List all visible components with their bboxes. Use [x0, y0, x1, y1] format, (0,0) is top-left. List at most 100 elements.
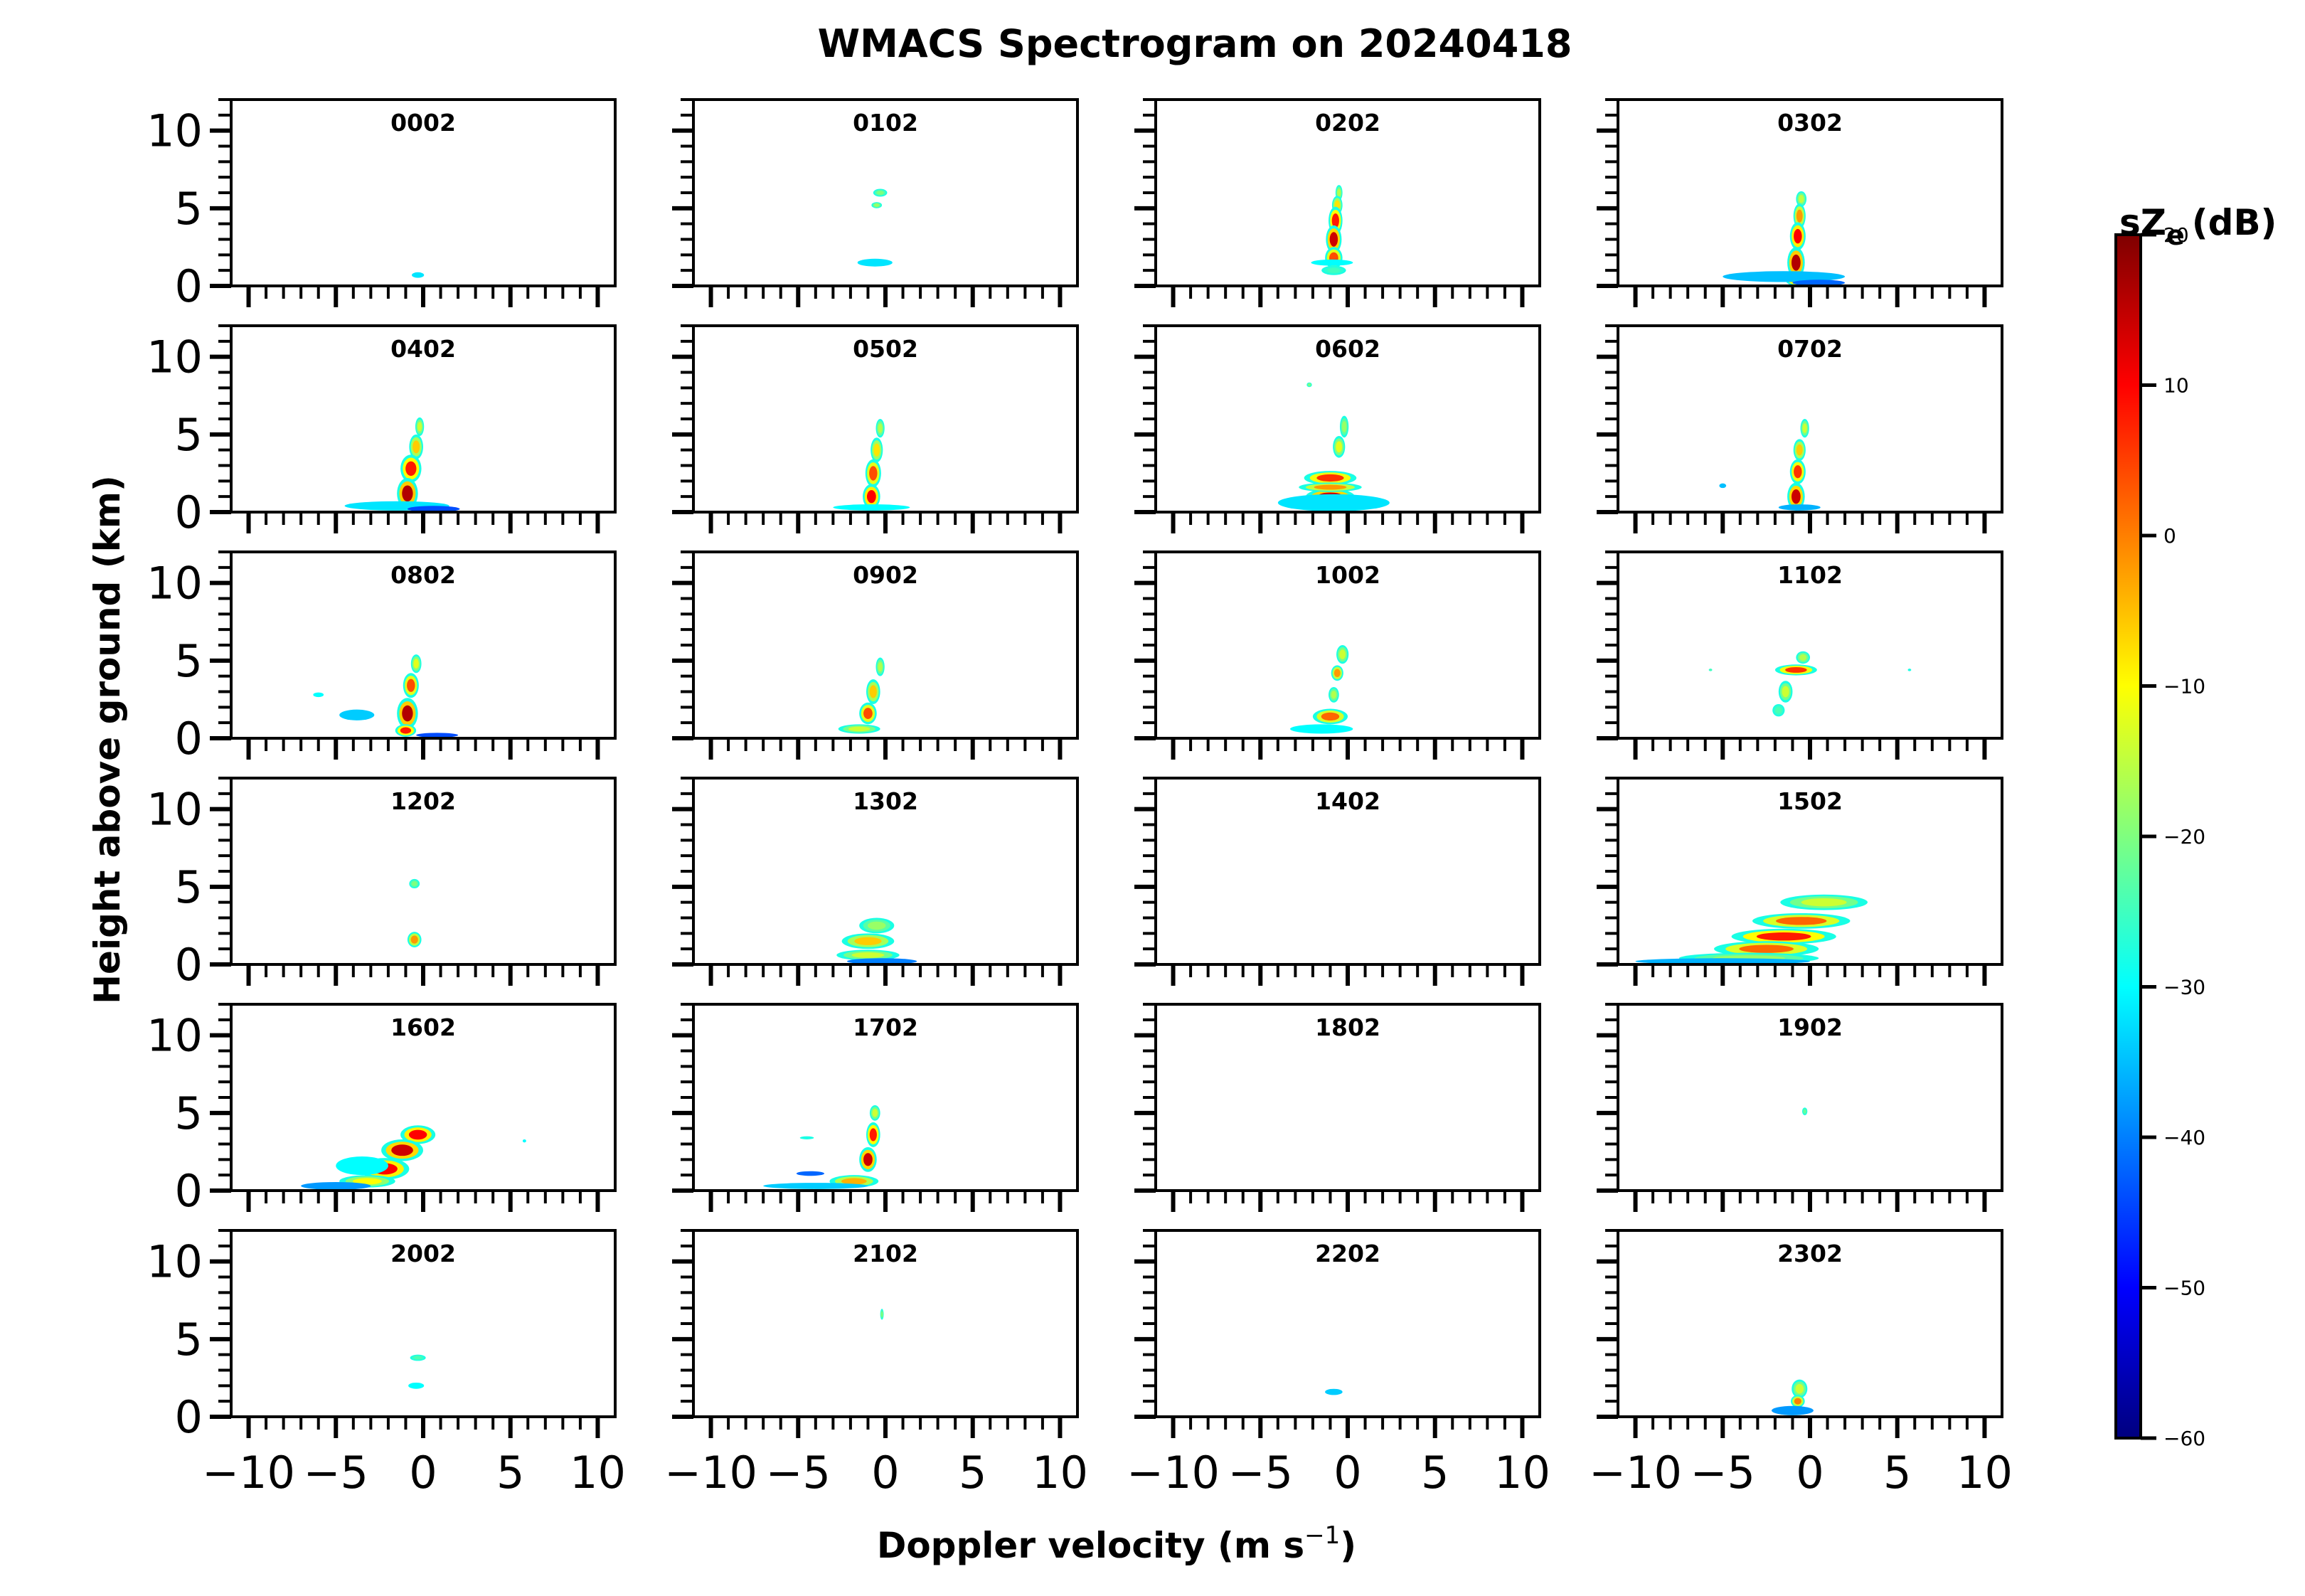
x-axis-label-exponent: −1 [1304, 1521, 1340, 1550]
y-tick-label: 5 [175, 1087, 203, 1139]
x-ticks [246, 512, 600, 533]
spectral-echo [854, 937, 882, 945]
x-tick-label: 5 [1421, 1447, 1449, 1499]
panel-echoes [1311, 185, 1353, 275]
panel-echoes [344, 417, 460, 512]
panel-0302: 0302 [1597, 98, 2003, 307]
colorbar-tick-label: −30 [2163, 976, 2205, 999]
spectral-echo [867, 921, 886, 930]
panel-echoes [763, 1105, 880, 1189]
panel-echoes [1325, 1388, 1343, 1395]
panel-echoes [1708, 651, 1912, 717]
spectral-echo [1329, 232, 1338, 247]
panel-echoes [1277, 382, 1390, 511]
x-tick-label: 0 [409, 1447, 437, 1499]
panel-0902: 0902 [672, 550, 1079, 760]
panel-time-label: 0502 [853, 335, 918, 363]
spectral-echo [803, 1172, 818, 1175]
panel-0402: 0402 0 5 10 [147, 324, 617, 538]
spectral-echo [417, 422, 422, 432]
panel-1502: 1502 [1597, 777, 2003, 986]
panel-echoes [1719, 419, 1821, 511]
spectral-echo [873, 203, 880, 207]
x-ticks [708, 512, 1063, 533]
x-ticks [1633, 286, 1987, 307]
spectral-echo [523, 1139, 526, 1142]
y-ticks [672, 1003, 693, 1193]
x-ticks [1171, 512, 1525, 533]
spectral-echo [1782, 686, 1789, 698]
panel-echoes [408, 1354, 426, 1389]
y-ticks [672, 550, 693, 740]
x-ticks [1171, 964, 1525, 986]
x-tick-label: −10 [1589, 1447, 1682, 1499]
panel-1402: 1402 [1134, 777, 1541, 986]
spectral-echo [347, 712, 366, 718]
y-ticks [1597, 550, 1618, 740]
panel-1602: 1602 0 5 10 [147, 1003, 617, 1217]
spectral-echo [1739, 945, 1794, 953]
spectral-echo [1756, 932, 1811, 941]
spectral-echo [1316, 474, 1344, 482]
x-tick-label: 10 [1957, 1447, 2013, 1499]
x-tick-label: 10 [1032, 1447, 1088, 1499]
spectral-echo [1795, 1383, 1804, 1394]
y-tick-label: 5 [175, 183, 203, 235]
colorbar-tick-label: −20 [2163, 825, 2205, 848]
colorbar-tick-label: 0 [2163, 524, 2176, 548]
colorbar-tick-label: −50 [2163, 1277, 2205, 1300]
spectral-echo [1794, 228, 1802, 244]
panel-time-label: 0002 [390, 109, 456, 137]
spectral-echo [413, 659, 420, 669]
panel-time-label: 1502 [1777, 787, 1843, 815]
x-ticks [246, 964, 600, 986]
colorbar-label-main: sZ [2119, 202, 2166, 243]
panel-2302: 2302 −10 −5 0 5 10 [1589, 1229, 2013, 1499]
panel-echoes [301, 1125, 526, 1190]
x-tick-label: 0 [1334, 1447, 1361, 1499]
spectral-echo [369, 503, 425, 509]
x-ticks [1171, 1191, 1525, 1212]
y-ticks [672, 1229, 693, 1419]
panel-1102: 1102 [1597, 550, 2003, 760]
y-tick-label: 10 [147, 105, 203, 157]
spectral-echo [410, 935, 418, 944]
y-tick-label: 10 [147, 1236, 203, 1288]
panel-grid: 0002 0 5 10 0102 0202 0302 0402 0 5 10 0502 0602 0702… [147, 98, 2013, 1499]
x-ticks [1171, 738, 1525, 760]
spectral-echo [1908, 669, 1911, 671]
panel-time-label: 0902 [853, 561, 918, 589]
panel-1702: 1702 [672, 1003, 1079, 1212]
spectral-echo [407, 679, 415, 692]
panel-time-label: 0302 [1777, 109, 1843, 137]
x-ticks [1633, 738, 1987, 760]
spectral-echo [1331, 691, 1337, 699]
x-ticks [1171, 286, 1525, 307]
x-ticks [1633, 964, 1987, 986]
x-ticks [1633, 1417, 1987, 1438]
spectral-echo [876, 191, 884, 195]
panel-echoes [1801, 1107, 1808, 1116]
panel-time-label: 1102 [1777, 561, 1843, 589]
spectral-echo [1334, 669, 1341, 677]
x-ticks [246, 738, 600, 760]
y-tick-label: 0 [175, 1165, 203, 1217]
spectral-echo [873, 443, 880, 457]
panel-time-label: 1002 [1315, 561, 1380, 589]
panel-echoes [1772, 1379, 1814, 1415]
spectral-echo [788, 1184, 843, 1188]
spectral-echo [1339, 649, 1346, 659]
y-tick-label: 0 [175, 939, 203, 991]
x-tick-label: −5 [304, 1447, 368, 1499]
spectral-echo [1791, 254, 1801, 271]
spectral-echo [1794, 465, 1802, 479]
spectral-echo [851, 506, 892, 509]
chart-title: WMACS Spectrogram on 20240418 [818, 21, 1572, 66]
panel-echoes [857, 188, 893, 267]
x-tick-label: 5 [959, 1447, 986, 1499]
x-ticks [246, 1417, 600, 1438]
spectral-echo [878, 661, 883, 672]
spectral-echo [1803, 1109, 1806, 1114]
